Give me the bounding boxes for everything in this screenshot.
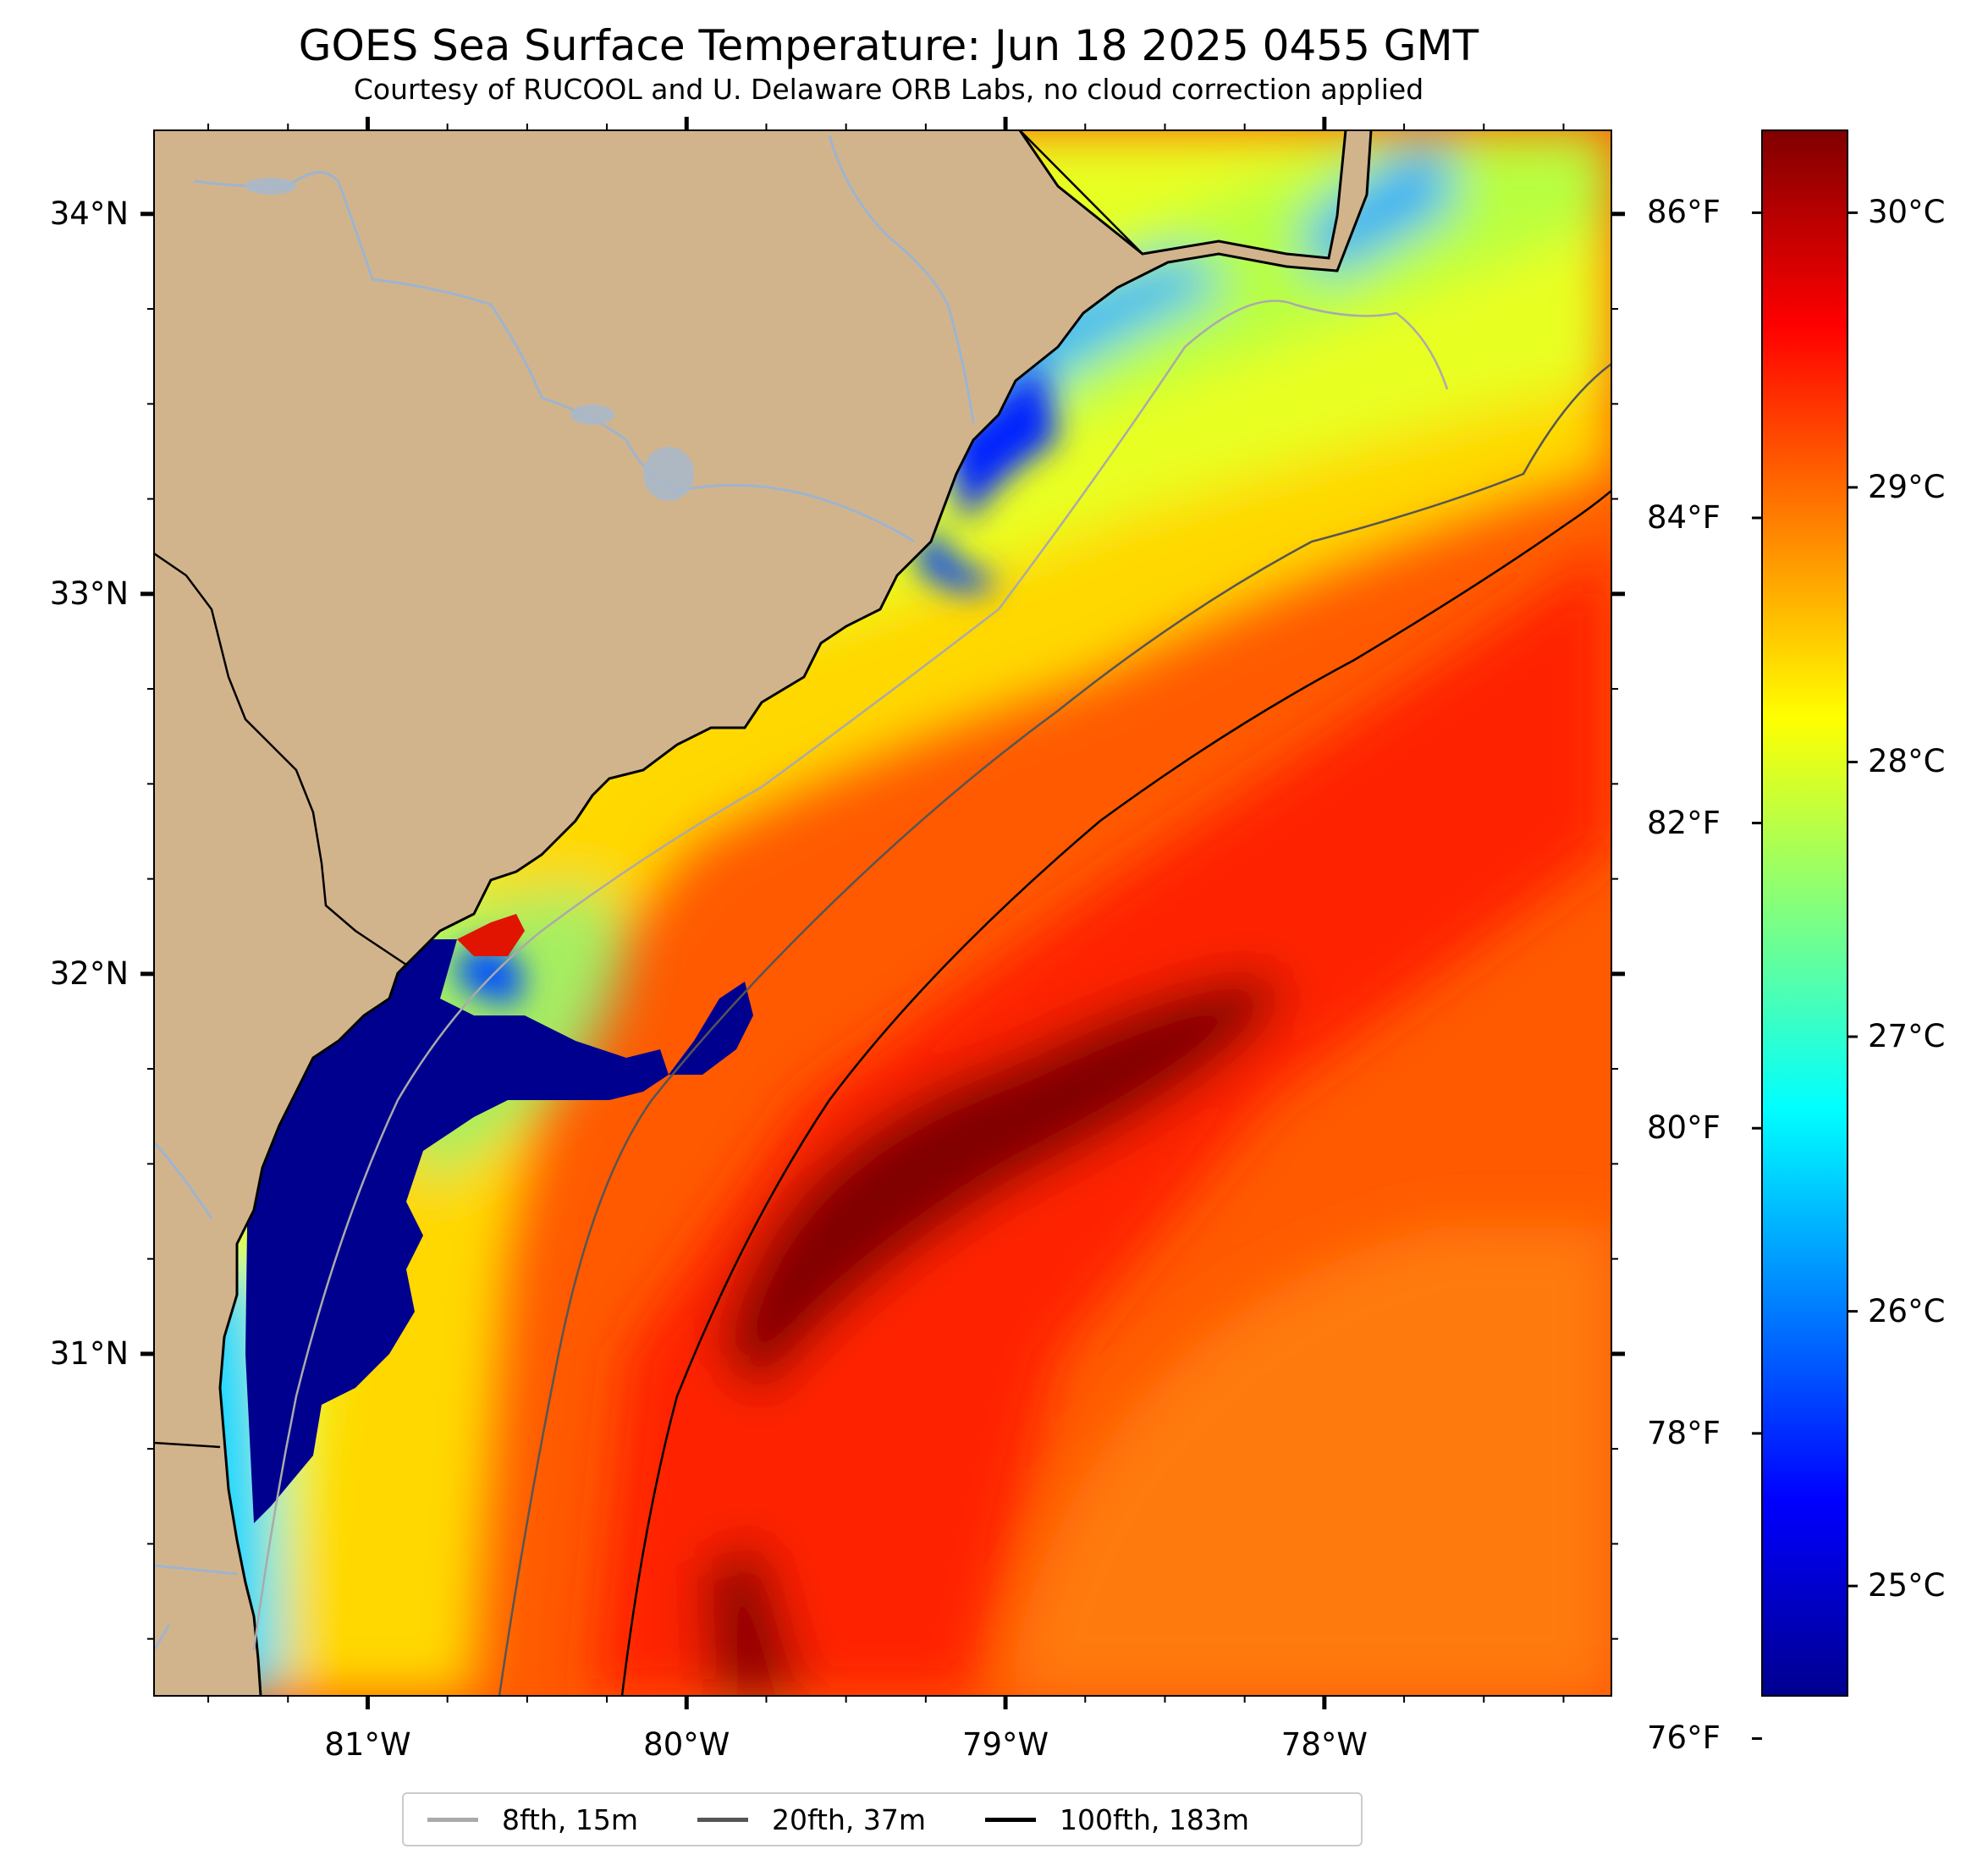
isobaths	[252, 300, 1611, 1696]
map-area	[154, 130, 1611, 1696]
colorbar-ticks	[1752, 211, 1858, 1740]
cold-water-mass	[245, 939, 669, 1523]
celsius-label: 25°C	[1868, 1567, 1946, 1604]
isobath-8fth	[252, 300, 1449, 1651]
legend-label-8fth: 8fth, 15m	[502, 1802, 639, 1836]
lat-label: 31°N	[49, 1334, 129, 1372]
legend-swatch-8fth	[427, 1817, 478, 1822]
map-frame	[153, 129, 1612, 1697]
isobath-100fth	[620, 490, 1611, 1696]
fahrenheit-label: 82°F	[1647, 804, 1721, 841]
celsius-label: 30°C	[1868, 194, 1946, 231]
legend-swatch-100fth	[985, 1817, 1037, 1822]
lat-label: 33°N	[49, 575, 129, 612]
legend-item-100fth: 100fth, 183m	[985, 1803, 1249, 1836]
map-title: GOES Sea Surface Temperature: Jun 18 202…	[298, 21, 1479, 70]
isobath-legend: 8fth, 15m 20fth, 37m 100fth, 183m	[402, 1792, 1363, 1846]
warm-patch	[457, 914, 525, 956]
celsius-label: 27°C	[1868, 1018, 1946, 1055]
coastline	[218, 130, 1373, 1696]
fahrenheit-label: 80°F	[1647, 1109, 1721, 1147]
colorbar	[1761, 129, 1848, 1697]
lat-label: 32°N	[49, 955, 129, 992]
legend-swatch-20fth	[697, 1817, 749, 1822]
rivers	[154, 135, 975, 1651]
legend-label-100fth: 100fth, 183m	[1060, 1802, 1250, 1836]
celsius-label: 28°C	[1868, 743, 1946, 780]
fahrenheit-label: 78°F	[1647, 1414, 1721, 1451]
legend-item-20fth: 20fth, 37m	[697, 1803, 926, 1836]
land	[154, 130, 1371, 1696]
lon-label: 79°W	[961, 1726, 1049, 1763]
celsius-label: 26°C	[1868, 1292, 1946, 1329]
state-borders	[154, 130, 1143, 1449]
legend-label-20fth: 20fth, 37m	[772, 1802, 927, 1836]
legend-item-8fth: 8fth, 15m	[427, 1803, 638, 1836]
fahrenheit-label: 76°F	[1647, 1720, 1721, 1757]
lon-label: 78°W	[1280, 1726, 1368, 1763]
celsius-label: 29°C	[1868, 468, 1946, 505]
fahrenheit-label: 86°F	[1647, 194, 1721, 231]
isobath-20fth	[498, 362, 1611, 1696]
lat-label: 34°N	[49, 195, 129, 232]
fahrenheit-label: 84°F	[1647, 498, 1721, 536]
axis-ticks	[140, 117, 1625, 1709]
map-subtitle: Courtesy of RUCOOL and U. Delaware ORB L…	[353, 73, 1424, 106]
lon-label: 81°W	[324, 1726, 411, 1763]
lon-label: 80°W	[643, 1726, 730, 1763]
